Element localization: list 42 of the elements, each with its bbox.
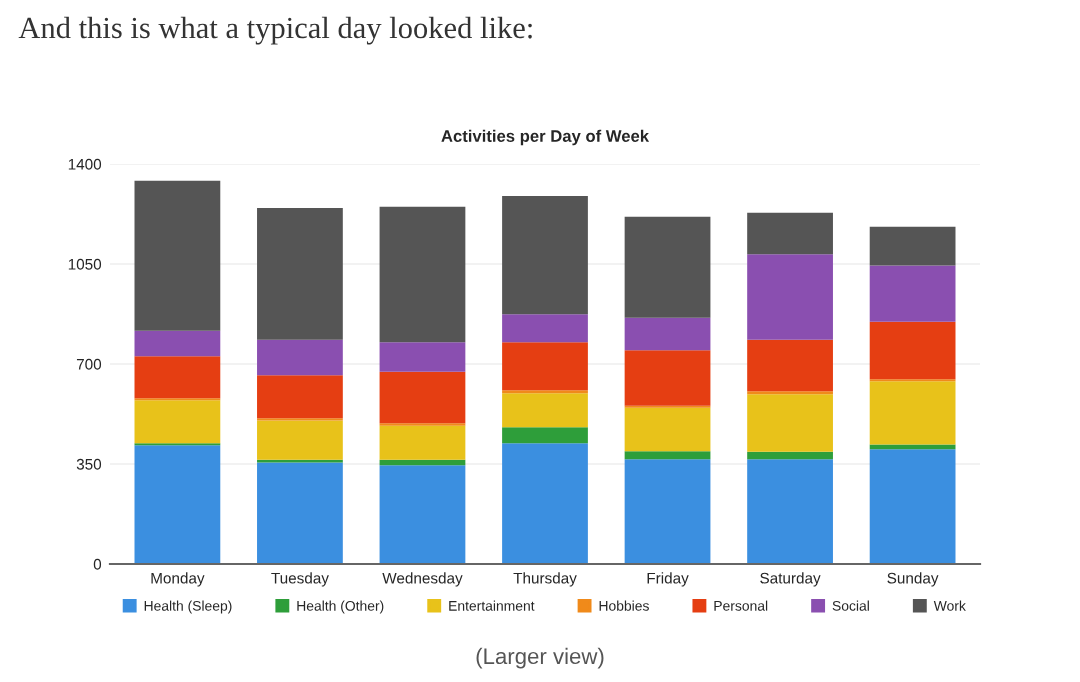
bar (624, 407, 711, 452)
bar (624, 216, 711, 318)
bar (134, 180, 221, 331)
bar (257, 339, 343, 376)
bar (747, 339, 833, 392)
bar (502, 342, 588, 391)
bar (134, 330, 221, 357)
bar (134, 445, 221, 564)
bar (257, 375, 343, 419)
bar (502, 196, 588, 315)
bar (379, 371, 466, 424)
bar (134, 400, 221, 444)
bar (747, 394, 833, 452)
bar (869, 449, 956, 564)
bar (869, 265, 956, 322)
text: And this is what a typical day looked like: (18, 16, 532, 45)
bar (869, 381, 956, 445)
bar (379, 459, 466, 466)
bar (379, 342, 466, 372)
bar (869, 226, 956, 266)
bar (747, 212, 833, 255)
bar (747, 254, 833, 340)
bar (624, 451, 711, 460)
bar (747, 451, 833, 460)
bar (379, 206, 466, 343)
chart-title: Activities per Day of Week (441, 129, 650, 146)
bar (747, 459, 833, 564)
bar (869, 321, 956, 380)
bar (257, 420, 343, 460)
bar (257, 208, 343, 340)
bar (624, 317, 711, 351)
bar (502, 314, 588, 343)
bar (502, 427, 588, 444)
bar (257, 462, 343, 564)
bar (379, 465, 466, 564)
bar (502, 443, 588, 564)
bar (502, 393, 588, 428)
text: (Larger view) (476, 647, 604, 669)
bar (624, 350, 711, 406)
bar (379, 425, 466, 460)
bar (624, 459, 711, 564)
bar (134, 356, 221, 399)
